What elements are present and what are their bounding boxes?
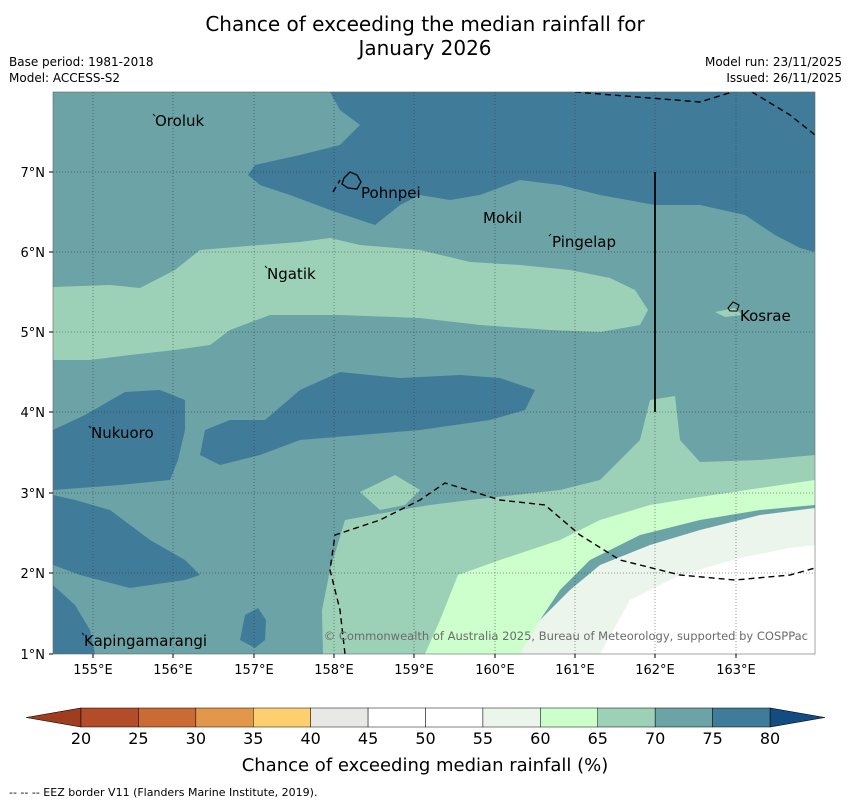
colorbar-swatch	[540, 707, 598, 728]
colorbar-swatch	[195, 707, 254, 728]
region-50	[600, 545, 815, 654]
colorbar-swatch	[138, 707, 197, 728]
eez-pohnpei	[332, 179, 341, 193]
region-65-south	[322, 396, 815, 654]
lat-tick-label: 5°N	[21, 326, 46, 341]
lon-tick-label: 161°E	[555, 663, 595, 678]
place-oroluk: Oroluk	[155, 112, 204, 130]
longitude-labels: 155°E 156°E 157°E 158°E 159°E 160°E 161°E 162°E…	[73, 654, 756, 678]
lon-tick-label: 160°E	[475, 663, 515, 678]
colorbar-swatch	[310, 707, 369, 728]
lon-tick-label: 157°E	[234, 663, 274, 678]
place-ngatik: Ngatik	[267, 265, 316, 283]
colorbar-tick-label: 35	[243, 729, 264, 748]
colorbar-swatch	[712, 707, 771, 728]
copyright-notice: © Commonwealth of Australia 2025, Bureau…	[324, 629, 808, 643]
place-ticks	[81, 113, 552, 636]
lon-tick-label: 156°E	[153, 663, 193, 678]
colorbar-swatch	[253, 707, 311, 728]
lat-tick-label: 4°N	[21, 406, 46, 421]
place-mokil: Mokil	[483, 209, 522, 227]
region-65-north-band	[53, 238, 648, 360]
colorbar-title: Chance of exceeding median rainfall (%)	[241, 755, 609, 776]
colorbar-tick-label: 65	[587, 729, 608, 748]
model-run: Model run: 23/11/2025	[704, 55, 842, 69]
pohnpei-island	[341, 171, 362, 190]
colorbar	[25, 707, 826, 728]
eez-borders	[329, 92, 815, 654]
place-labels: Oroluk Pohnpei Mokil Pingelap Ngatik Kos…	[84, 112, 791, 650]
colorbar-under-arrow	[25, 707, 82, 728]
colorbar-over-arrow	[769, 707, 826, 728]
colorbar-swatch	[597, 707, 656, 728]
colorbar-tick-label: 60	[530, 729, 551, 748]
colorbar-tick-label: 20	[70, 729, 92, 748]
eez-south	[329, 482, 815, 654]
region-65-blob	[360, 475, 420, 510]
model-name: Model: ACCESS-S2	[9, 71, 121, 85]
place-kosrae: Kosrae	[740, 307, 791, 325]
lon-tick-label: 163°E	[716, 663, 756, 678]
meta-right: Model run: 23/11/2025 Issued: 26/11/2025	[705, 54, 842, 86]
lat-tick-label: 7°N	[21, 166, 46, 181]
colorbar-tick-label: 70	[644, 729, 666, 748]
region-75-southwest	[53, 495, 200, 588]
region-75-north	[248, 92, 815, 252]
colorbar-swatch	[80, 707, 139, 728]
colorbar-swatch	[482, 707, 541, 728]
title-line-2: January 2026	[358, 36, 492, 60]
lat-tick-label: 1°N	[21, 648, 46, 663]
gridlines	[53, 92, 815, 654]
place-pohnpei: Pohnpei	[361, 184, 421, 202]
region-75-west	[53, 390, 185, 490]
region-75-small	[240, 608, 266, 648]
region-65-kosrae	[715, 308, 742, 317]
map-area	[53, 92, 815, 654]
lon-tick-label: 162°E	[635, 663, 675, 678]
colorbar-tick-label: 80	[759, 729, 781, 748]
colorbar-tick-label: 55	[472, 729, 494, 748]
latitude-labels: 7°N 6°N 5°N 4°N 3°N 2°N 1°N	[21, 166, 53, 663]
lon-tick-label: 155°E	[73, 663, 113, 678]
place-kapingamarangi: Kapingamarangi	[84, 632, 207, 650]
kosrae-island	[727, 301, 740, 312]
colorbar-tick-label: 45	[357, 729, 379, 748]
colorbar-tick-label: 50	[415, 729, 436, 748]
colorbar-swatch	[425, 707, 484, 728]
eez-north	[574, 92, 735, 103]
map-title: Chance of exceeding the median rainfall …	[0, 12, 850, 60]
eez-legend-note: -- -- -- EEZ border V11 (Flanders Marine…	[9, 786, 318, 799]
lat-tick-label: 3°N	[21, 487, 46, 502]
meta-left: Base period: 1981-2018 Model: ACCESS-S2	[9, 54, 154, 86]
base-period: Base period: 1981-2018	[9, 55, 154, 69]
region-75-central	[200, 372, 535, 465]
title-line-1: Chance of exceeding the median rainfall …	[205, 12, 645, 36]
region-75-southwest-2	[53, 585, 95, 654]
eez-northeast	[751, 92, 815, 136]
region-60	[425, 480, 815, 654]
colorbar-tick-label: 75	[702, 729, 723, 748]
colorbar-swatch	[367, 707, 426, 728]
colorbar-tick-label: 40	[300, 729, 321, 748]
colorbar-tick-label: 25	[128, 729, 149, 748]
lat-tick-label: 2°N	[21, 567, 46, 582]
lon-tick-label: 158°E	[314, 663, 354, 678]
place-pingelap: Pingelap	[552, 233, 616, 251]
colorbar-tick-label: 30	[185, 729, 206, 748]
place-nukuoro: Nukuoro	[91, 424, 154, 442]
issued-date: Issued: 26/11/2025	[726, 71, 842, 85]
lat-tick-label: 6°N	[21, 246, 46, 261]
map-border	[52, 91, 816, 655]
colorbar-swatch	[654, 707, 713, 728]
lon-tick-label: 159°E	[394, 663, 434, 678]
